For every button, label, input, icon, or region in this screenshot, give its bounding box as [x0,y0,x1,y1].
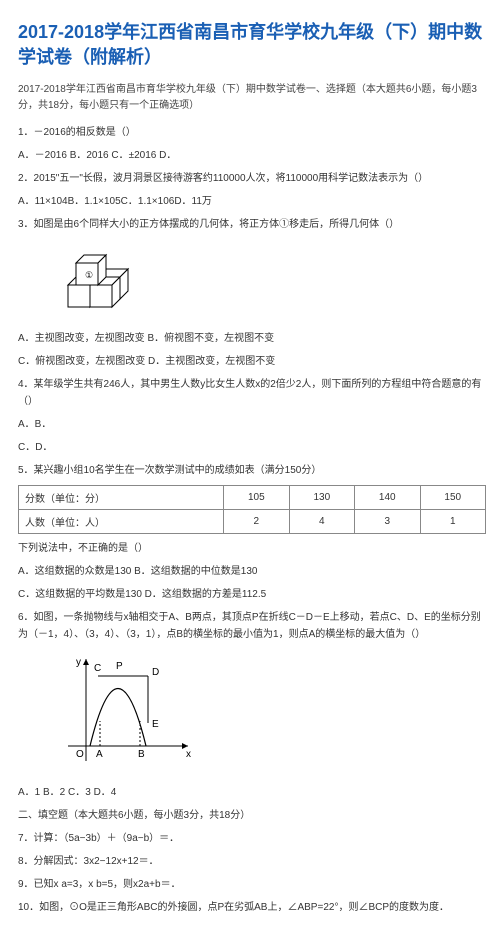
q3-opt-b: C．俯视图改变，左视图改变 D．主视图改变，左视图不变 [18,353,486,370]
cubes-svg: ① [58,241,148,317]
table-cell: 2 [224,510,289,534]
q9-text: 9．已知x a=3，x b=5，则x2a+b＝． [18,876,486,893]
label-D: D [152,667,159,678]
table-cell: 105 [224,486,289,510]
table-cell: 130 [289,486,354,510]
table-cell: 3 [355,510,420,534]
q3-opt-a: A．主视图改变，左视图改变 B．俯视图不变，左视图不变 [18,330,486,347]
q6-options: A．1 B．2 C．3 D．4 [18,784,486,801]
q5-opt-a: A．这组数据的众数是130 B．这组数据的中位数是130 [18,563,486,580]
q8-text: 8．分解因式：3x2−12x+12＝． [18,853,486,870]
table-cell: 1 [420,510,486,534]
table-row: 人数（单位：人） 2 4 3 1 [19,510,486,534]
label-O: O [76,749,84,760]
q4-opt-1: A．B． [18,416,486,433]
q10-text: 10．如图，⊙O是正三角形ABC的外接圆，点P在劣弧AB上，∠ABP=22°，则… [18,899,486,916]
q3-figure: ① [58,241,486,322]
q1-text: 1．－2016的相反数是（） [18,124,486,141]
q5-sub: 下列说法中，不正确的是（） [18,540,486,557]
q6-figure: C P D E O A B x y [58,651,486,776]
table-cell: 4 [289,510,354,534]
q1-options: A．－2016 B．2016 C．±2016 D． [18,147,486,164]
parabola-svg: C P D E O A B x y [58,651,198,771]
table-cell: 140 [355,486,420,510]
q5-text: 5．某兴趣小组10名学生在一次数学测试中的成绩如表（满分150分） [18,462,486,479]
label-A: A [96,749,103,760]
section2-heading: 二、填空题（本大题共6小题，每小题3分，共18分） [18,807,486,824]
label-y: y [76,657,81,668]
page-title: 2017-2018学年江西省南昌市育华学校九年级（下）期中数学试卷（附解析） [18,20,486,70]
q4-opt-2: C．D． [18,439,486,456]
table-row: 分数（单位：分） 105 130 140 150 [19,486,486,510]
intro-text: 2017-2018学年江西省南昌市育华学校九年级（下）期中数学试卷一、选择题（本… [18,82,486,114]
q4-text: 4．某年级学生共有246人，其中男生人数y比女生人数x的2倍少2人，则下面所列的… [18,376,486,410]
label-C: C [94,663,101,674]
label-x: x [186,749,191,760]
q5-table: 分数（单位：分） 105 130 140 150 人数（单位：人） 2 4 3 … [18,485,486,534]
q3-text: 3．如图是由6个同样大小的正方体摆成的几何体，将正方体①移走后，所得几何体（） [18,216,486,233]
label-P: P [116,661,123,672]
table-cell: 150 [420,486,486,510]
q2-text: 2．2015"五一"长假，波月洞景区接待游客约110000人次，将110000用… [18,170,486,187]
label-B: B [138,749,145,760]
q2-options: A．11×104B．1.1×105C．1.1×106D．11万 [18,193,486,210]
table-cell: 人数（单位：人） [19,510,224,534]
q6-text: 6．如图，一条抛物线与x轴相交于A、B两点，其顶点P在折线C－D－E上移动，若点… [18,609,486,643]
label-E: E [152,719,159,730]
q7-text: 7．计算：（5a−3b）＋（9a−b）＝． [18,830,486,847]
cube-label-1: ① [85,270,93,280]
q5-opt-b: C．这组数据的平均数是130 D．这组数据的方差是112.5 [18,586,486,603]
table-cell: 分数（单位：分） [19,486,224,510]
